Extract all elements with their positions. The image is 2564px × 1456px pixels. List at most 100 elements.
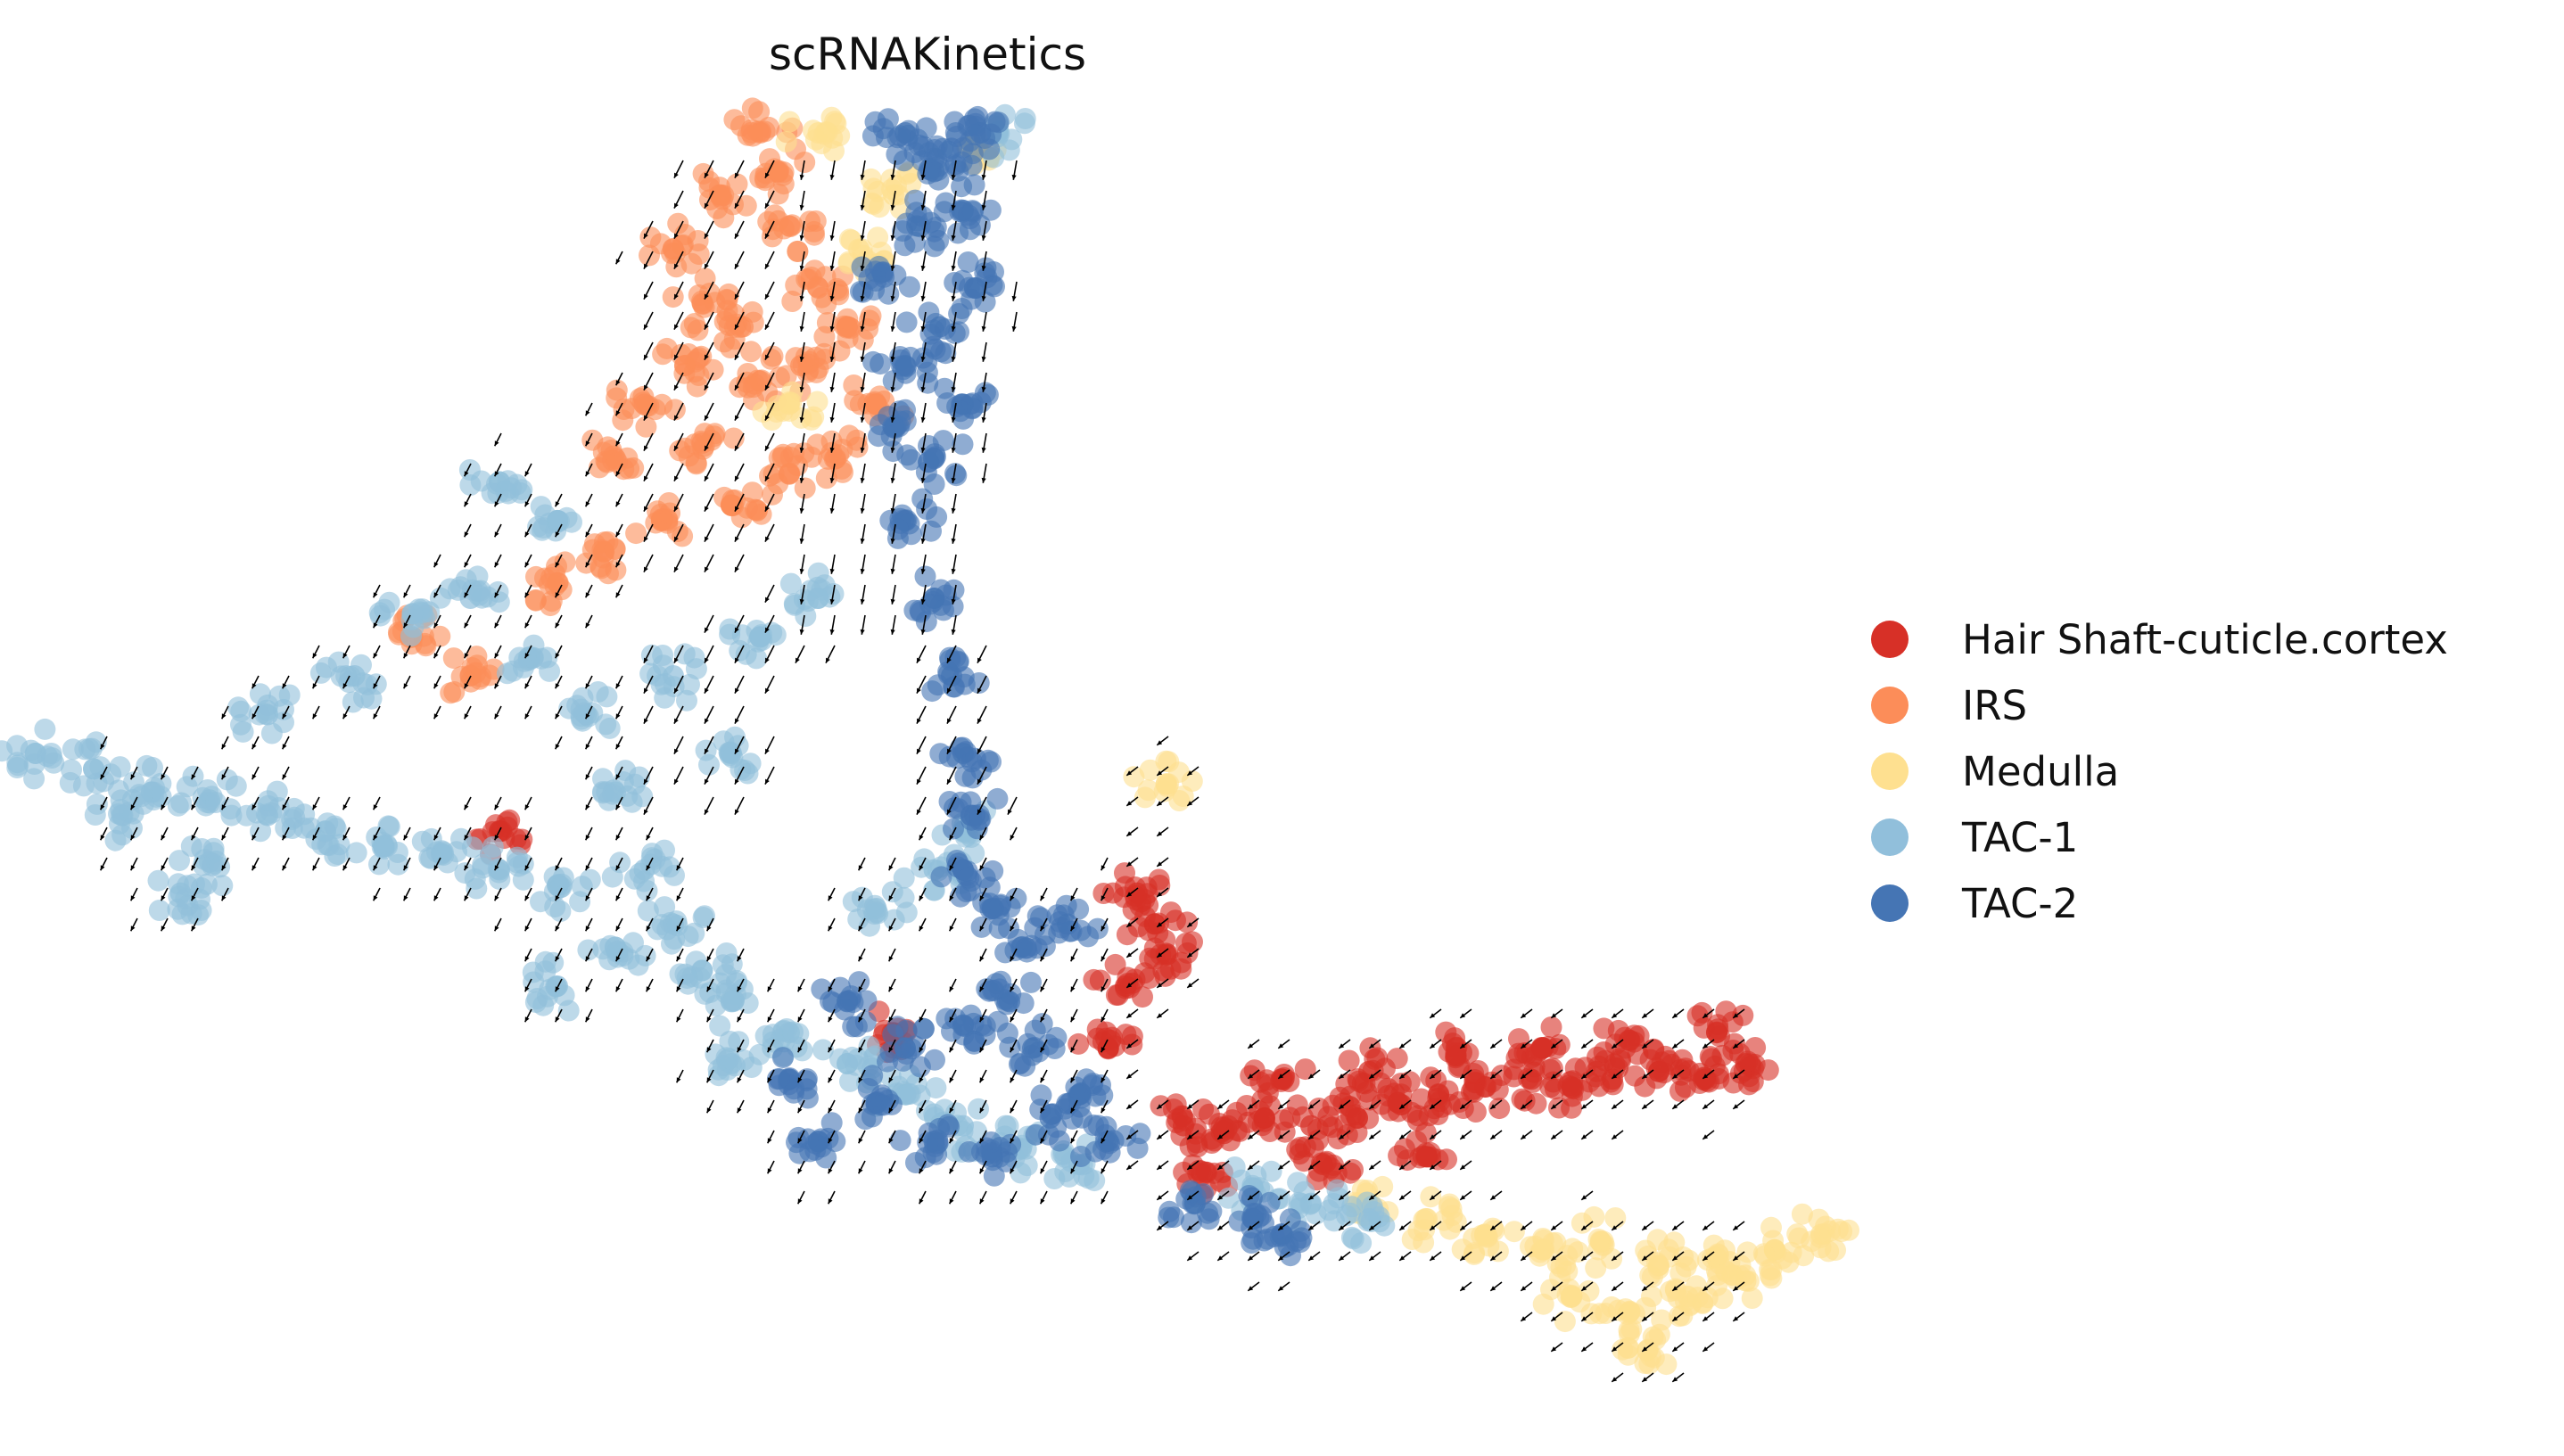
data-point-jitter	[368, 853, 390, 876]
data-point-jitter	[1067, 1084, 1089, 1106]
velocity-arrow-head	[981, 234, 986, 241]
legend-item-hair-shaft: Hair Shaft-cuticle.cortex	[1871, 606, 2558, 672]
data-point-jitter	[1092, 883, 1115, 904]
velocity-arrow-head	[1581, 1286, 1587, 1291]
velocity-arrow-head	[676, 956, 681, 962]
velocity-arrow-head	[797, 1107, 803, 1114]
velocity-arrow-head	[615, 804, 621, 810]
velocity-arrow-head	[890, 174, 895, 180]
velocity-arrow-head	[555, 956, 560, 962]
velocity-arrow-head	[524, 956, 530, 962]
data-point-jitter	[211, 875, 234, 897]
data-point-jitter	[924, 443, 946, 465]
data-point-jitter	[488, 591, 510, 613]
data-point-jitter	[752, 401, 774, 423]
velocity-arrow-head	[829, 325, 835, 332]
data-point-jitter	[718, 1048, 740, 1070]
velocity-arrow-head	[1399, 1164, 1406, 1170]
legend-swatch-icon	[1871, 687, 1909, 724]
velocity-arrow-head	[494, 440, 499, 447]
velocity-arrow-head	[1430, 1104, 1436, 1109]
data-point-jitter	[1691, 1001, 1713, 1024]
velocity-arrow-head	[674, 263, 679, 269]
data-point-jitter	[831, 439, 853, 460]
velocity-arrow-head	[403, 865, 408, 871]
velocity-arrow-head	[1399, 1073, 1406, 1079]
velocity-arrow-head	[494, 683, 499, 689]
velocity-arrow-head	[799, 295, 804, 301]
velocity-arrow-head	[555, 592, 560, 598]
velocity-arrow-head	[585, 501, 590, 507]
series-irs	[387, 97, 915, 704]
velocity-arrow-head	[1011, 295, 1017, 301]
velocity-arrow-head	[1157, 861, 1163, 867]
velocity-arrow-head	[919, 1198, 924, 1205]
velocity-arrow-head	[1672, 1377, 1678, 1382]
velocity-arrow-head	[1339, 1134, 1345, 1139]
velocity-arrow-head	[765, 354, 770, 360]
velocity-arrow-head	[1278, 1225, 1284, 1230]
velocity-arrow-head	[674, 202, 679, 209]
velocity-arrow-head	[494, 531, 499, 538]
data-point-jitter	[779, 572, 802, 595]
data-point-jitter	[719, 741, 741, 763]
velocity-arrow-head	[858, 986, 863, 992]
velocity-arrow-head	[130, 865, 136, 871]
velocity-arrow-head	[1430, 1013, 1436, 1018]
velocity-arrow-head	[735, 324, 739, 330]
velocity-arrow-head	[829, 507, 835, 514]
velocity-arrow-head	[799, 265, 804, 271]
velocity-arrow-head	[524, 865, 530, 871]
data-point-jitter	[1702, 1234, 1725, 1256]
data-point-jitter	[676, 689, 697, 712]
data-point-jitter	[982, 980, 1004, 1002]
velocity-arrow-head	[1490, 1286, 1496, 1291]
velocity-arrow-head	[373, 895, 378, 901]
velocity-arrow-head	[860, 598, 865, 605]
legend-label: Hair Shaft-cuticle.cortex	[1962, 615, 2448, 663]
velocity-arrow-head	[1672, 1346, 1678, 1352]
data-point-jitter	[167, 794, 189, 817]
velocity-arrow-head	[828, 1138, 833, 1144]
velocity-arrow-head	[1157, 831, 1163, 836]
velocity-arrow-head	[1490, 1073, 1496, 1079]
data-point-jitter	[693, 435, 715, 457]
velocity-arrow-head	[433, 683, 439, 689]
velocity-arrow-head	[1010, 1138, 1015, 1144]
velocity-arrow-head	[1642, 1316, 1648, 1321]
data-point-jitter	[1342, 1228, 1364, 1250]
velocity-arrow-head	[524, 622, 530, 629]
data-point-jitter	[821, 127, 844, 149]
velocity-arrow-head	[1126, 861, 1133, 867]
velocity-arrow-head	[615, 471, 621, 477]
velocity-arrow-head	[947, 778, 952, 785]
data-point-jitter	[1181, 1181, 1203, 1204]
velocity-arrow-head	[1339, 1104, 1345, 1109]
data-point-jitter	[1134, 905, 1156, 927]
velocity-arrow-head	[1157, 1225, 1163, 1230]
velocity-arrow-head	[676, 1077, 681, 1083]
velocity-arrow-head	[100, 865, 105, 871]
velocity-arrow-head	[737, 1107, 742, 1114]
velocity-arrow-head	[890, 507, 895, 514]
data-point-jitter	[746, 647, 768, 670]
velocity-arrow-head	[373, 592, 378, 598]
velocity-arrow-head	[585, 744, 590, 750]
velocity-arrow-head	[1008, 809, 1012, 815]
velocity-arrow-head	[1308, 1104, 1315, 1109]
chart-title: scRNAKinetics	[768, 29, 1087, 80]
velocity-arrow-head	[1010, 1077, 1015, 1083]
velocity-arrow-head	[1126, 952, 1133, 958]
velocity-arrow-head	[1369, 1043, 1375, 1049]
data-point-jitter	[1414, 1122, 1437, 1144]
velocity-arrow-head	[706, 925, 712, 932]
velocity-arrow-head	[524, 713, 530, 720]
velocity-arrow-head	[221, 895, 227, 901]
velocity-arrow-head	[1187, 1225, 1193, 1230]
velocity-arrow-head	[1070, 956, 1076, 962]
velocity-arrow-head	[1308, 1164, 1315, 1170]
velocity-arrow-head	[585, 956, 590, 962]
velocity-arrow-head	[1460, 1195, 1466, 1200]
data-point-jitter	[839, 1070, 861, 1092]
velocity-arrow-head	[494, 835, 499, 841]
